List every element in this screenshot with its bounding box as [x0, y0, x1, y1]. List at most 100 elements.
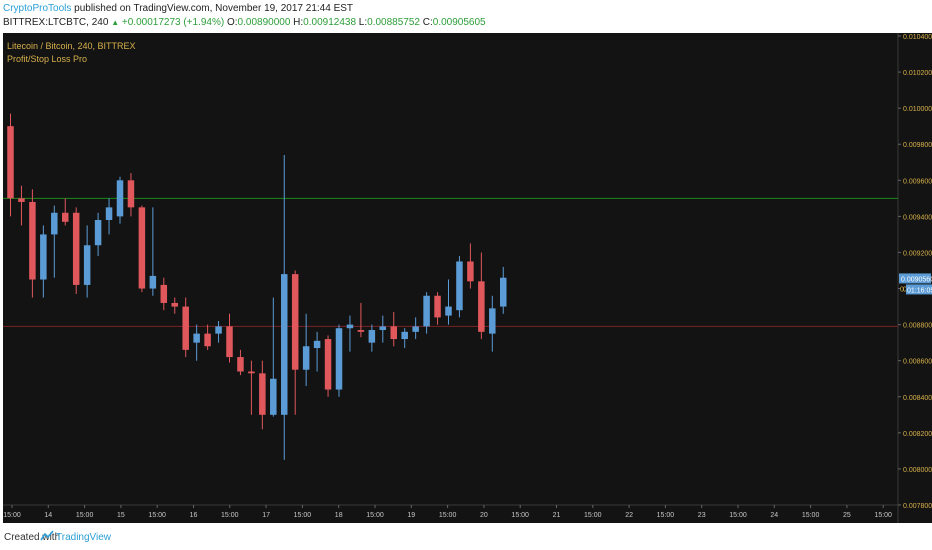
y-tick-label: 0.00780000	[903, 503, 932, 510]
tradingview-logo-icon	[40, 530, 54, 541]
close-value: 0.00905605	[432, 17, 486, 28]
x-tick-label: 15:00	[221, 512, 239, 519]
candle-body	[423, 295, 430, 327]
author-link[interactable]: CryptoProTools	[3, 3, 72, 14]
candle-body	[302, 346, 310, 370]
candle-body	[116, 180, 124, 217]
candle-body	[401, 331, 408, 340]
change-value: +0.00017273 (+1.94%)	[121, 17, 225, 28]
x-tick-label: 15:00	[3, 512, 21, 519]
candle-body	[51, 212, 58, 235]
candle-body	[324, 339, 332, 390]
candle-body	[204, 333, 211, 347]
candle-body	[259, 373, 266, 415]
chart-header: CryptoProTools published on TradingView.…	[0, 0, 932, 32]
candle-body	[193, 333, 200, 343]
close-label: C:	[422, 17, 433, 28]
candle-body	[467, 261, 474, 282]
chart-area[interactable]: 0.01040000 0.01020000 0.01000000 0.00980000…	[0, 32, 932, 523]
candle-body	[62, 212, 69, 222]
x-tick-label: 24	[770, 512, 778, 519]
low-value: 0.00885752	[367, 17, 420, 28]
candle-body	[226, 326, 233, 358]
candle-body	[40, 234, 47, 280]
legend-indicator: Profit/Stop Loss Pro	[7, 54, 88, 64]
x-tick-label: 15:00	[76, 512, 94, 519]
y-tick-label: 0.00860000	[903, 359, 932, 366]
x-tick-label: 21	[553, 512, 561, 519]
tradingview-brand[interactable]: TradingView	[56, 532, 112, 543]
candle-body	[434, 295, 441, 318]
candle-body	[83, 245, 91, 285]
candle-body	[489, 308, 496, 334]
candle-body	[368, 330, 376, 343]
x-tick-label: 22	[625, 512, 633, 519]
created-with-text: Created with	[4, 532, 61, 543]
candle-body	[105, 207, 113, 220]
candle-body	[18, 198, 25, 202]
x-tick-label: 15:00	[584, 512, 602, 519]
chart-legend: Litecoin / Bitcoin, 240, BITTREX Profit/…	[7, 40, 136, 66]
x-tick-label: 15:00	[511, 512, 529, 519]
up-arrow-icon: ▲	[111, 18, 120, 27]
high-value: 0.00912438	[303, 17, 357, 28]
y-tick-label: 0.00840000	[903, 395, 932, 402]
candle-body	[138, 207, 146, 289]
open-value: 0.00890000	[237, 17, 291, 28]
candlestick-chart[interactable]: 0.01040000 0.01020000 0.01000000 0.00980000…	[0, 32, 932, 523]
y-tick-label: 0.00960000	[903, 178, 932, 185]
candle-body	[291, 274, 299, 370]
countdown-label: 01:16:05	[907, 287, 932, 294]
y-tick-label: 0.00800000	[903, 467, 932, 474]
x-tick-label: 15:00	[366, 512, 384, 519]
x-tick-label: 15:00	[294, 512, 312, 519]
candle-body	[281, 274, 288, 415]
candle-body	[29, 201, 36, 280]
x-tick-label: 20	[480, 512, 488, 519]
candle-body	[171, 302, 178, 307]
last-price-box	[899, 273, 931, 284]
x-axis-band	[3, 505, 898, 523]
candle-body	[478, 281, 485, 332]
x-tick-label: 15:00	[802, 512, 820, 519]
open-label: O:	[226, 17, 238, 28]
candle-body	[149, 275, 157, 289]
candle-body	[379, 326, 387, 331]
candle-body	[412, 326, 419, 332]
candle-body	[182, 306, 189, 350]
candle-body	[127, 180, 135, 208]
candle-body	[390, 326, 397, 340]
candle-body	[500, 277, 507, 307]
low-label: L:	[358, 17, 368, 28]
candle-body	[357, 330, 365, 332]
candle-body	[7, 126, 14, 199]
x-tick-label: 23	[698, 512, 706, 519]
publish-line: CryptoProTools published on TradingView.…	[3, 3, 353, 14]
published-text: published on TradingView.com, November 1…	[74, 3, 354, 14]
x-tick-label: 15	[117, 512, 125, 519]
y-tick-label: 0.00940000	[903, 214, 932, 221]
x-tick-label: 19	[407, 512, 415, 519]
candle-body	[94, 219, 102, 246]
y-tick-label: 0.00980000	[903, 142, 932, 149]
last-price-label: 0.00905605	[901, 276, 932, 283]
candle-body	[270, 378, 277, 415]
candle-body	[72, 212, 80, 285]
x-tick-label: 15:00	[657, 512, 675, 519]
x-tick-label: 15:00	[729, 512, 747, 519]
candle-body	[456, 261, 463, 311]
footer: Created with TradingView	[0, 523, 932, 550]
countdown-box	[906, 284, 932, 295]
x-tick-label: 16	[190, 512, 198, 519]
x-tick-label: 14	[44, 512, 52, 519]
hidden-price-label: 0	[900, 286, 904, 293]
candle-body	[215, 326, 222, 334]
x-tick-label: 25	[843, 512, 851, 519]
candle-body	[313, 340, 321, 349]
y-tick-label: 0.01020000	[903, 70, 932, 77]
y-tick-label: 0.01040000	[903, 34, 932, 41]
candle-body	[335, 328, 343, 390]
x-tick-label: 15:00	[439, 512, 457, 519]
candle-body	[237, 357, 244, 372]
plot-background	[3, 33, 898, 505]
